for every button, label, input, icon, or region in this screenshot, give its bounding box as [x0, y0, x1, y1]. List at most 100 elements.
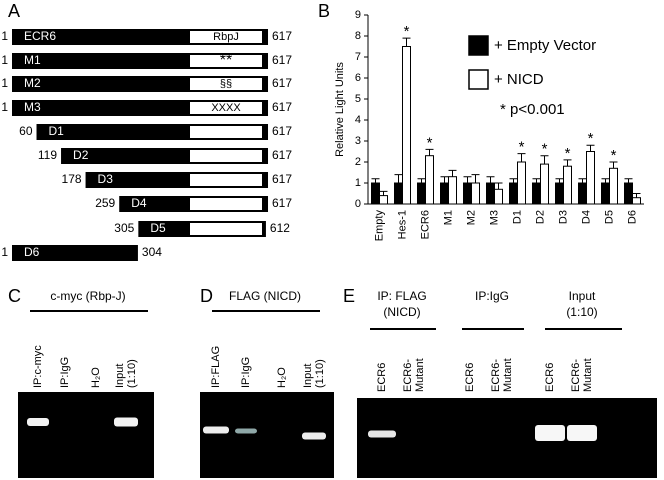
gel-band [535, 425, 565, 441]
bar [494, 188, 503, 205]
gel-band [203, 426, 229, 434]
rbpj-site-label: ** [220, 52, 232, 69]
construct-start: 1 [1, 76, 8, 90]
bar [586, 151, 595, 205]
error-bar [494, 182, 503, 190]
gel-band [27, 418, 49, 426]
panel-letter: D [200, 286, 213, 306]
lane-label: IP:IgG [240, 357, 252, 388]
error-bar [471, 174, 480, 183]
gel [357, 398, 657, 478]
error-bar [632, 193, 641, 198]
panel-letter: C [8, 286, 21, 306]
error-bar [463, 176, 472, 183]
x-tick-label: M1 [442, 210, 454, 225]
error-bar [440, 176, 449, 183]
y-tick-label: 9 [355, 9, 361, 21]
construct-end: 617 [272, 76, 292, 90]
y-tick-label: 2 [355, 156, 361, 168]
bar [632, 197, 641, 205]
significance-star: * [588, 130, 594, 147]
gel-header: (1:10) [566, 305, 597, 319]
bar [563, 165, 572, 205]
construct-start: 305 [114, 221, 134, 235]
significance-star: * [565, 145, 571, 162]
error-bar [586, 144, 595, 152]
y-tick-label: 1 [355, 177, 361, 189]
construct-label: D6 [24, 245, 40, 259]
rbpj-site-box [190, 31, 262, 43]
lane-label: ECR6 [544, 363, 556, 392]
error-bar [379, 190, 388, 196]
significance-star: * [427, 134, 433, 151]
construct-start: 60 [19, 124, 33, 138]
error-bar [601, 178, 610, 183]
lane-label: (1:10) [314, 359, 326, 388]
rbpj-site-box [190, 198, 262, 210]
construct-label: D2 [73, 148, 89, 162]
error-bar [540, 155, 549, 165]
lane-label: Mutant [582, 358, 594, 392]
gel [18, 392, 154, 478]
legend-swatch [468, 69, 489, 90]
significance-note: * p<0.001 [500, 101, 565, 118]
rbpj-site-box [190, 55, 262, 67]
rbpj-site-label: RbpJ [213, 31, 239, 43]
error-bar [555, 178, 564, 183]
construct-end: 617 [272, 196, 292, 210]
construct-label: M1 [24, 53, 41, 67]
construct-bar [12, 245, 138, 261]
bar [609, 167, 618, 205]
construct-start: 1 [1, 53, 8, 67]
lane-label: Input [114, 364, 126, 388]
rbpj-site-box [190, 126, 262, 138]
construct-end: 617 [272, 100, 292, 114]
error-bar [394, 174, 403, 183]
bar [463, 182, 472, 205]
bar [601, 182, 610, 205]
error-bar [486, 176, 495, 183]
error-bar [532, 178, 541, 183]
panel-letter: A [8, 1, 20, 21]
bar [394, 182, 403, 205]
rbpj-site-box [190, 78, 262, 90]
lane-label: ECR6- [570, 359, 582, 392]
x-tick-label: D4 [580, 210, 592, 224]
error-bar [448, 169, 457, 177]
gel-band [368, 430, 396, 438]
lane-label: ECR6- [402, 359, 414, 392]
gel-header: (NICD) [383, 305, 420, 319]
construct-start: 259 [95, 196, 115, 210]
bar [425, 155, 434, 205]
significance-star: * [542, 141, 548, 158]
gel-band [567, 425, 597, 441]
error-bar [417, 178, 426, 183]
lane-label: H₂O [90, 367, 102, 388]
bar [486, 182, 495, 205]
error-bar [578, 178, 587, 183]
construct-end: 617 [272, 29, 292, 43]
lane-label: Mutant [502, 358, 514, 392]
gel-header: IP: FLAG [377, 289, 426, 303]
construct-start: 1 [1, 245, 8, 259]
bar [509, 182, 518, 205]
y-tick-label: 5 [355, 93, 361, 105]
lane-label: ECR6 [376, 363, 388, 392]
y-tick-label: 6 [355, 72, 361, 84]
x-tick-label: Empty [373, 210, 385, 242]
construct-label: D3 [98, 172, 114, 186]
x-tick-label: D3 [557, 210, 569, 224]
rbpj-site-box [190, 174, 262, 186]
rbpj-site-box [190, 150, 262, 162]
lane-label: ECR6 [464, 363, 476, 392]
lane-label: IP:FLAG [210, 346, 222, 388]
lane-label: H₂O [276, 367, 288, 388]
construct-start: 178 [62, 172, 82, 186]
y-tick-label: 3 [355, 135, 361, 147]
construct-label: M3 [24, 100, 41, 114]
bar [440, 182, 449, 205]
construct-end: 617 [272, 124, 292, 138]
gel-header: c-myc (Rbp-J) [50, 289, 125, 303]
construct-start: 119 [38, 148, 57, 162]
